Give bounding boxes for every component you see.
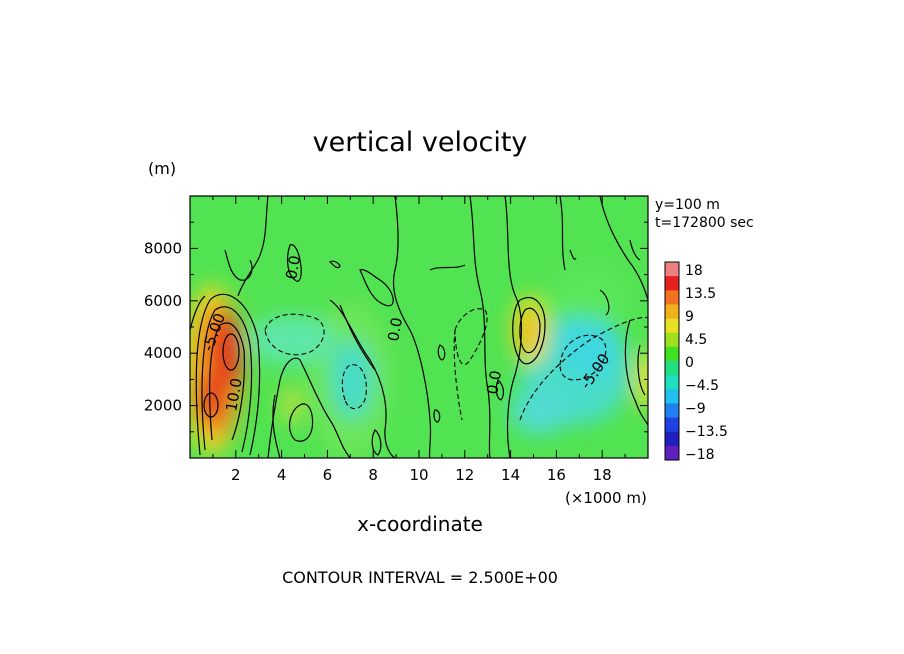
colorbar-swatch [665, 346, 679, 362]
color-field [190, 260, 648, 458]
chart-title: vertical velocity [313, 127, 528, 158]
contour-interval-note: CONTOUR INTERVAL = 2.500E+00 [282, 568, 558, 587]
colorbar: 18 13.5 9 4.5 0 −4.5 −9 −13.5 −18 [664, 261, 728, 463]
contour-label: 0.0 [282, 254, 304, 281]
x-tick-label: 10 [409, 466, 428, 484]
contour-label: 0.0 [384, 316, 406, 343]
colorbar-swatch [665, 403, 679, 419]
y-tick-label: 2000 [144, 397, 182, 415]
colorbar-label: 9 [685, 309, 694, 325]
info-line-y: y=100 m [655, 197, 720, 213]
x-tick-label: 8 [368, 466, 378, 484]
colorbar-label: 18 [685, 263, 703, 279]
colorbar-swatch [665, 276, 679, 291]
colorbar-swatch [665, 304, 679, 320]
colorbar-label: −18 [685, 447, 715, 463]
x-axis: 2 4 6 8 10 12 14 16 18 [212, 196, 626, 484]
colorbar-swatch [665, 445, 679, 461]
colorbar-swatch [665, 262, 679, 277]
y-axis: 2000 4000 6000 8000 [144, 221, 648, 433]
x-tick-label: 4 [277, 466, 287, 484]
x-tick-label: 18 [593, 466, 612, 484]
colorbar-swatch [665, 318, 679, 334]
y-tick-label: 6000 [144, 292, 182, 310]
colorbar-swatch [665, 361, 679, 376]
y-unit-label: (m) [148, 159, 176, 178]
info-line-t: t=172800 sec [655, 215, 754, 231]
x-tick-label: 6 [323, 466, 333, 484]
x-axis-label: x-coordinate [357, 512, 483, 536]
colorbar-frame [664, 261, 680, 461]
x-tick-label: 2 [231, 466, 241, 484]
colorbar-label: −9 [685, 401, 706, 417]
colorbar-label: 0 [685, 355, 694, 371]
contour-lines [190, 196, 648, 458]
colorbar-swatch [665, 290, 679, 305]
x-tick-label: 16 [547, 466, 566, 484]
negative-contours [264, 308, 648, 421]
y-tick-label: 8000 [144, 239, 182, 257]
colorbar-swatch [665, 431, 679, 447]
colorbar-label: −13.5 [685, 424, 728, 440]
colorbar-swatch [665, 375, 679, 390]
colorbar-swatch [665, 389, 679, 404]
plot-area [190, 196, 648, 458]
colorbar-swatch [665, 332, 679, 348]
contour-label: 0.0 [483, 369, 505, 396]
colorbar-label: −4.5 [685, 378, 719, 394]
x-tick-label: 14 [501, 466, 520, 484]
y-tick-label: 4000 [144, 344, 182, 362]
x-tick-label: 12 [455, 466, 474, 484]
x-unit-label: (×1000 m) [565, 489, 647, 507]
colorbar-label: 4.5 [685, 332, 707, 348]
contour-label: 10.0 [222, 377, 246, 413]
colorbar-label: 13.5 [685, 286, 716, 302]
colorbar-swatch [665, 417, 679, 433]
